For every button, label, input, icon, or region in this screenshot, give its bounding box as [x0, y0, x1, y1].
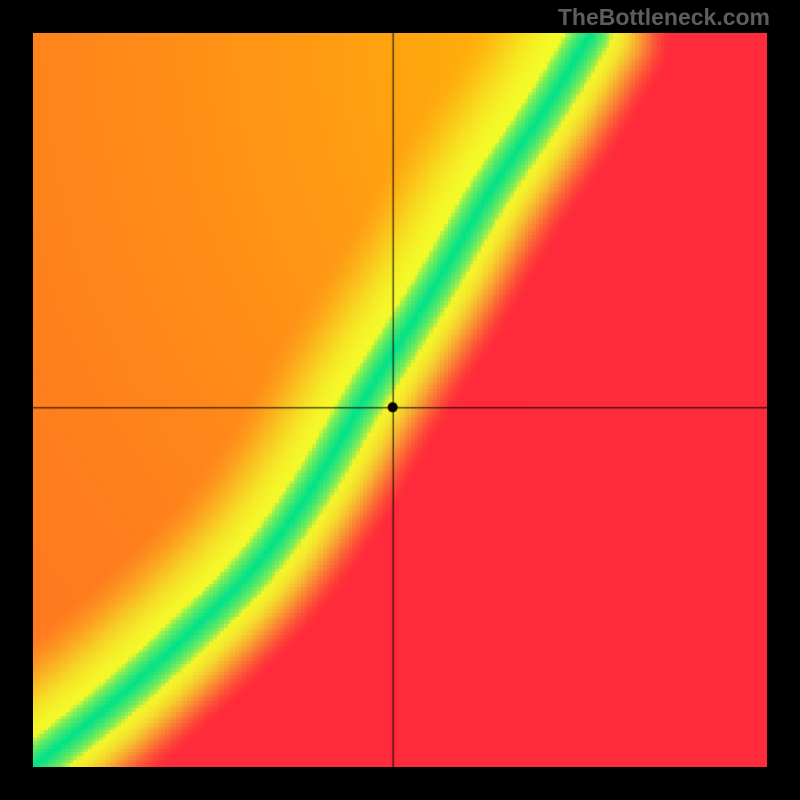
watermark-text: TheBottleneck.com [558, 4, 770, 31]
chart-root: TheBottleneck.com [0, 0, 800, 800]
bottleneck-heatmap [33, 33, 767, 767]
